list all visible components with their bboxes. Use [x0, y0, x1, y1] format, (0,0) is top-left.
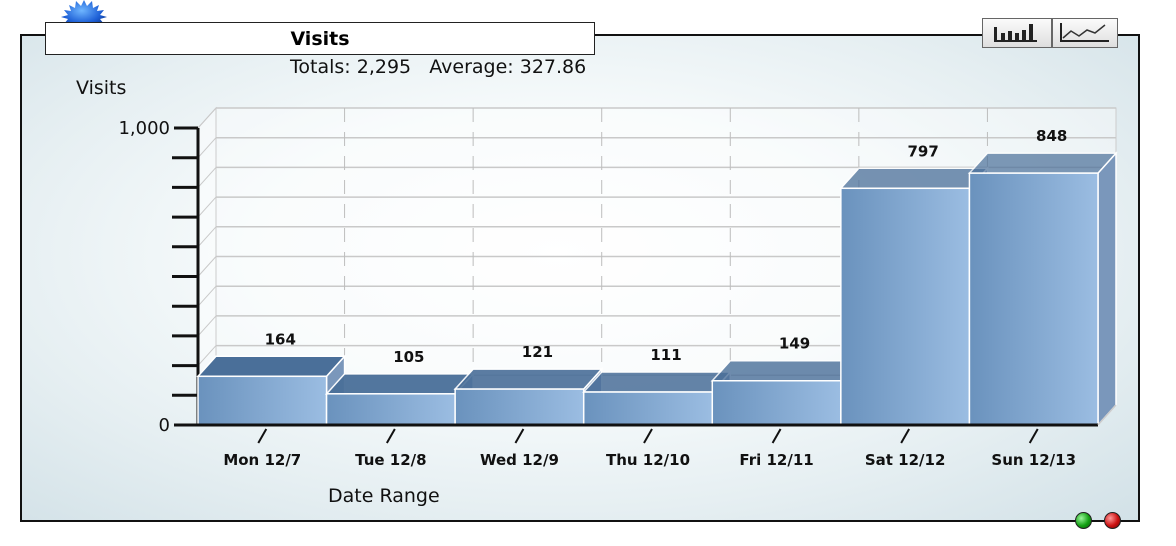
- y-axis: 0 1,000: [118, 118, 200, 436]
- bar-front: [325, 393, 456, 426]
- x-tick-label: Thu 12/10: [606, 451, 690, 469]
- bar-chart-icon: [994, 24, 1037, 42]
- x-tick-label: Mon 12/7: [223, 451, 301, 469]
- bar-top: [324, 373, 475, 395]
- x-tick-label: Tue 12/8: [355, 451, 426, 469]
- bar-top: [839, 167, 990, 190]
- bars: 164 105 121 111 149 797 848: [196, 127, 1118, 427]
- x-tick: [900, 428, 911, 444]
- x-tick-label: Sat 12/12: [865, 451, 946, 469]
- grid-line-diagonal: [197, 196, 217, 218]
- bar-side: [1097, 151, 1117, 427]
- bar-front: [454, 388, 585, 426]
- bar-front: [197, 375, 328, 426]
- x-tick-label: Wed 12/9: [480, 451, 559, 469]
- bar: [967, 151, 1118, 427]
- x-tick: [257, 428, 268, 444]
- grid-line-diagonal: [197, 226, 217, 248]
- bar-front: [582, 391, 714, 426]
- bar-value-label: 797: [907, 142, 938, 160]
- bar-value-label: 149: [779, 335, 810, 353]
- bar-value-label: 121: [522, 343, 553, 361]
- totals-label: Totals:: [290, 56, 351, 78]
- bar-top: [967, 152, 1118, 174]
- bar-value-label: 111: [650, 346, 681, 364]
- x-tick: [771, 428, 782, 444]
- line-chart-button[interactable]: [1052, 18, 1118, 48]
- bar-top: [453, 368, 604, 390]
- totals-summary: Totals: 2,295 Average: 327.86: [290, 56, 586, 78]
- bar-value-label: 848: [1036, 127, 1067, 145]
- bar: [710, 358, 861, 427]
- totals-value: 2,295: [356, 56, 412, 78]
- bar-front: [711, 379, 842, 426]
- x-axis: Mon 12/7 Tue 12/8 Wed 12/9 Thu 12/10 Fri 12/…: [174, 404, 1117, 469]
- x-tick: [385, 428, 396, 444]
- grid-line-diagonal: [197, 137, 217, 159]
- bar-front: [840, 187, 971, 426]
- bar: [582, 370, 732, 427]
- bar-value-label: 164: [265, 330, 296, 348]
- bar-top: [196, 355, 347, 378]
- grid-line-diagonal: [197, 256, 217, 277]
- x-tick: [514, 428, 525, 444]
- bar-top: [582, 371, 732, 393]
- bar: [324, 371, 475, 427]
- chart-title: Visits: [45, 22, 595, 55]
- average-value: 327.86: [519, 56, 587, 78]
- floor-edge: [1097, 404, 1117, 426]
- grid-line-diagonal: [197, 107, 217, 129]
- grid-line-diagonal: [197, 285, 217, 307]
- bar: [196, 354, 347, 427]
- y-axis-title: Visits: [76, 77, 126, 99]
- grid-line-diagonal: [197, 167, 217, 188]
- bar-value-label: 105: [393, 348, 424, 366]
- bar-front: [968, 172, 1099, 426]
- bar-top: [710, 359, 861, 382]
- average-label: Average:: [429, 56, 514, 78]
- x-tick: [1028, 428, 1039, 444]
- grid-line-diagonal: [197, 345, 217, 366]
- status-light-green-icon: [1075, 512, 1092, 529]
- y-tick-label: 0: [159, 415, 170, 436]
- x-tick-label: Sun 12/13: [991, 451, 1076, 469]
- y-tick-label: 1,000: [118, 118, 170, 139]
- grid-line-diagonal: [197, 315, 217, 337]
- x-axis-title: Date Range: [328, 485, 440, 507]
- x-tick-label: Fri 12/11: [739, 451, 813, 469]
- bar: [839, 166, 990, 427]
- x-tick: [643, 428, 653, 444]
- bar: [453, 367, 604, 427]
- line-chart-icon: [1060, 23, 1109, 42]
- bar-chart-button[interactable]: [982, 18, 1052, 48]
- status-light-red-icon: [1104, 512, 1121, 529]
